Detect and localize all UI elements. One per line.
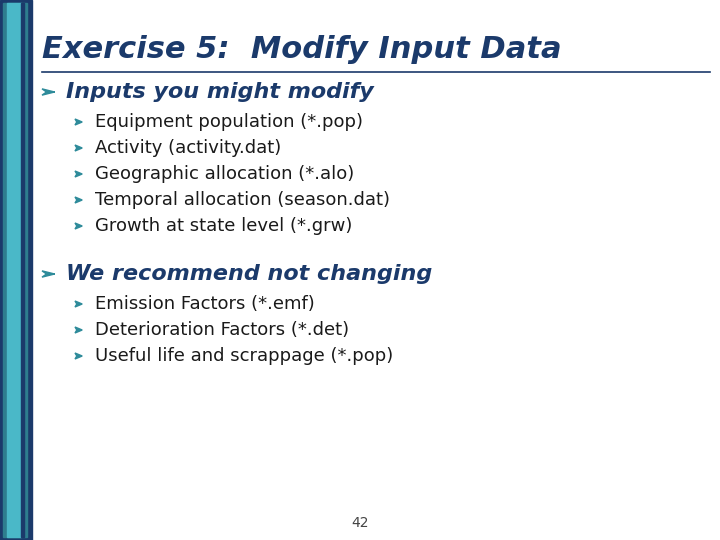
Text: Geographic allocation (*.alo): Geographic allocation (*.alo) (95, 165, 354, 183)
Polygon shape (42, 271, 55, 277)
Polygon shape (75, 145, 82, 151)
Text: 42: 42 (351, 516, 369, 530)
Polygon shape (75, 301, 82, 307)
Polygon shape (75, 171, 82, 177)
Bar (7, 3, 21, 537)
Text: Activity (activity.dat): Activity (activity.dat) (95, 139, 282, 157)
Polygon shape (75, 327, 82, 333)
Text: Growth at state level (*.grw): Growth at state level (*.grw) (95, 217, 352, 235)
Bar (0, 0, 32, 540)
Polygon shape (75, 353, 82, 359)
Polygon shape (42, 89, 55, 95)
Text: Inputs you might modify: Inputs you might modify (66, 82, 374, 102)
Text: Exercise 5:  Modify Input Data: Exercise 5: Modify Input Data (42, 35, 562, 64)
Bar (3, 3, 27, 537)
Polygon shape (75, 223, 82, 229)
Text: Equipment population (*.pop): Equipment population (*.pop) (95, 113, 363, 131)
Polygon shape (75, 119, 82, 125)
Polygon shape (75, 197, 82, 203)
Text: We recommend not changing: We recommend not changing (66, 264, 432, 284)
Text: Temporal allocation (season.dat): Temporal allocation (season.dat) (95, 191, 390, 209)
Bar (21, 3, 24, 537)
Text: Emission Factors (*.emf): Emission Factors (*.emf) (95, 295, 315, 313)
Text: Deterioration Factors (*.det): Deterioration Factors (*.det) (95, 321, 349, 339)
Text: Useful life and scrappage (*.pop): Useful life and scrappage (*.pop) (95, 347, 393, 365)
